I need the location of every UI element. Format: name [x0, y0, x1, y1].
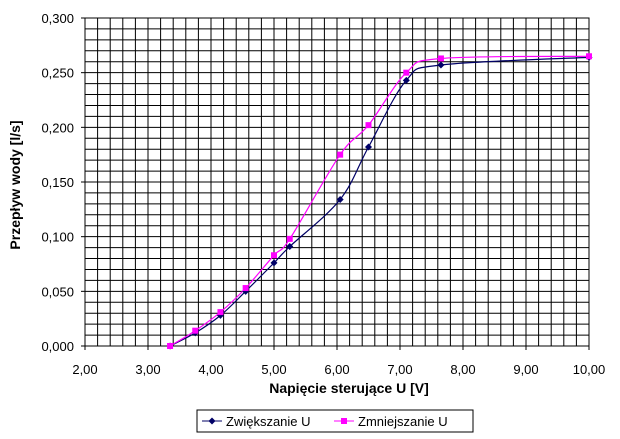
data-point-diamond: [270, 259, 278, 267]
y-tick-label: 0,100: [41, 230, 74, 245]
x-tick-label: 4,00: [198, 362, 223, 377]
legend-label-zmniejszanie: Zmniejszanie U: [358, 414, 448, 429]
y-axis: 0,000 0,050 0,100 0,150 0,200 0,250 0,300: [41, 11, 85, 354]
x-tick-label: 3,00: [135, 362, 160, 377]
legend-marker-zmniejszanie: [341, 418, 347, 424]
grid: [84, 17, 590, 347]
data-point-square: [192, 327, 199, 334]
data-point-square: [242, 285, 249, 292]
y-tick-label: 0,250: [41, 66, 74, 81]
x-axis-title: Napięcie sterujące U [V]: [269, 380, 429, 396]
data-point-diamond: [402, 76, 410, 84]
data-point-square: [403, 69, 410, 76]
legend: Zwiększanie U Zmniejszanie U: [196, 409, 474, 433]
x-tick-label: 9,00: [513, 362, 538, 377]
x-tick-label: 2,00: [72, 362, 97, 377]
y-tick-label: 0,050: [41, 284, 74, 299]
x-axis: 2,00 3,00 4,00 5,00 6,00 7,00 8,00 9,00 10,00: [72, 346, 605, 377]
data-point-diamond: [365, 143, 372, 151]
legend-label-zwiekszanie: Zwiększanie U: [226, 414, 311, 429]
y-tick-label: 0,150: [41, 175, 74, 190]
x-tick-label: 7,00: [387, 362, 412, 377]
x-tick-label: 10,00: [573, 362, 606, 377]
data-point-diamond: [286, 243, 294, 251]
data-point-square: [437, 55, 444, 62]
legend-marker-zwiekszanie: [208, 417, 216, 425]
data-point-square: [217, 309, 224, 316]
series-line-0: [169, 56, 590, 347]
x-tick-label: 6,00: [324, 362, 349, 377]
data-point-square: [586, 53, 592, 60]
x-tick-label: 5,00: [261, 362, 286, 377]
series-lines: [169, 55, 590, 347]
x-tick-label: 8,00: [450, 362, 475, 377]
data-point-square: [337, 151, 344, 158]
series-line-1: [169, 55, 590, 347]
y-tick-label: 0,300: [41, 11, 74, 26]
data-point-diamond: [437, 61, 445, 69]
data-point-square: [286, 235, 293, 242]
series-markers: [166, 53, 593, 350]
data-point-square: [167, 343, 174, 349]
y-tick-label: 0,000: [41, 339, 74, 354]
data-point-diamond: [336, 195, 344, 203]
y-axis-title: Przepływ wody [l/s]: [7, 120, 23, 249]
y-tick-label: 0,200: [41, 120, 74, 135]
data-point-square: [271, 252, 277, 259]
data-point-square: [365, 122, 372, 129]
